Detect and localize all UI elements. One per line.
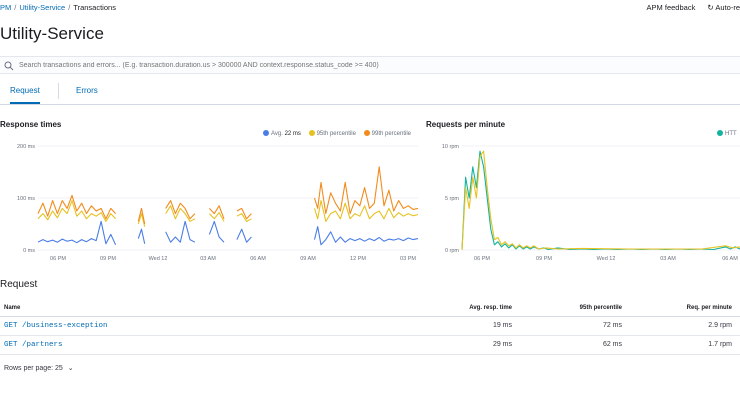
search-input[interactable]: [19, 59, 719, 72]
rows-per-page-label: Rows per page: 25: [4, 365, 63, 372]
series-line-1: [461, 150, 740, 251]
table-row: GET /business-exception 19 ms 72 ms 2.9 …: [0, 316, 740, 336]
series-line-0: [313, 226, 419, 246]
x-tick-label: 03 PM: [400, 256, 416, 262]
top-bar: PM / Utility-Service / Transactions APM feed…: [0, 0, 740, 14]
series-line-1: [236, 213, 252, 222]
x-tick-label: Wed 12: [149, 256, 168, 262]
response-times-legend: Avg. 22 ms 95th percentile 99th percenti…: [257, 130, 411, 137]
col-rpm-header[interactable]: Req. per minute: [630, 301, 740, 317]
rows-per-page-button[interactable]: Rows per page: 25 ⌄: [4, 364, 74, 372]
y-tick-label: 100 ms: [17, 196, 35, 202]
legend-label: Avg.: [271, 131, 283, 137]
y-tick-label: 10 rpm: [442, 144, 460, 150]
series-line-1: [137, 213, 146, 227]
x-tick-label: 09 PM: [536, 256, 552, 262]
legend-dot: [363, 130, 370, 136]
x-tick-label: 06 PM: [474, 256, 490, 262]
transactions-table: Name Avg. resp. time 95th percentile Req…: [0, 301, 740, 355]
table-header-row: Name Avg. resp. time 95th percentile Req…: [0, 301, 740, 317]
x-tick-label: 06 AM: [250, 256, 266, 262]
tab-request[interactable]: Request: [10, 86, 40, 104]
breadcrumb: PM / Utility-Service / Transactions: [0, 3, 116, 12]
breadcrumb-apm[interactable]: PM: [0, 3, 12, 12]
legend-item-95th[interactable]: 95th percentile: [303, 130, 356, 137]
legend-item-avg[interactable]: Avg. 22 ms: [257, 130, 301, 137]
breadcrumb-separator: /: [68, 3, 71, 12]
series-line-1: [37, 200, 117, 222]
rpm-legend: HTT: [711, 130, 737, 137]
x-tick-label: Wed 12: [597, 256, 616, 262]
p95-value: 72 ms: [520, 316, 630, 336]
page-title: Utility-Service: [0, 24, 104, 43]
p95-value: 62 ms: [520, 335, 630, 355]
legend-dot: [717, 130, 723, 136]
transaction-name-link[interactable]: GET /business-exception: [0, 316, 410, 336]
legend-label: 99th percentile: [371, 131, 412, 137]
response-times-title: Response times: [0, 120, 62, 129]
breadcrumb-service[interactable]: Utility-Service: [19, 3, 66, 12]
series-line-1: [313, 200, 419, 222]
series-line-0: [165, 220, 196, 243]
legend-label: HTT: [725, 131, 737, 137]
x-tick-label: 06 AM: [722, 256, 738, 262]
series-line-2: [313, 166, 419, 215]
request-section-title: Request: [0, 279, 38, 290]
rpm-chart: 10 rpm 5 rpm 0 rpm 06 PM 09 PM Wed 12 03 AM 06 …: [442, 144, 740, 262]
series-line-1: [208, 212, 225, 222]
breadcrumb-separator: /: [14, 3, 17, 12]
series-line-2: [137, 207, 146, 225]
x-tick-label: 03 AM: [200, 256, 216, 262]
search-bar: [0, 56, 740, 74]
series-line-0: [137, 228, 146, 244]
tabs: Request Errors: [0, 79, 740, 105]
series-line-0: [37, 220, 117, 246]
apm-feedback-link[interactable]: APM feedback: [646, 3, 696, 12]
rpm-value: 2.9 rpm: [630, 316, 740, 336]
series-line-0: [208, 220, 225, 243]
series-line-2: [208, 205, 225, 219]
search-icon: [4, 61, 14, 71]
tab-errors[interactable]: Errors: [76, 86, 98, 95]
response-times-chart: 200 ms 100 ms 0 ms 06 PM 09 PM Wed 12 03 AM 06 …: [17, 144, 419, 262]
legend-value: 22 ms: [284, 131, 301, 137]
tab-divider: [58, 83, 59, 99]
refresh-icon: ↻: [707, 3, 714, 12]
series-line-0: [461, 150, 740, 251]
legend-dot: [308, 130, 315, 136]
x-tick-label: 03 AM: [660, 256, 676, 262]
x-tick-label: 12 PM: [350, 256, 366, 262]
auto-refresh-label: Auto-re: [715, 3, 740, 12]
legend-dot: [263, 130, 269, 136]
auto-refresh-button[interactable]: ↻ Auto-re: [707, 3, 740, 12]
x-tick-label: 09 PM: [100, 256, 116, 262]
y-tick-label: 5 rpm: [445, 196, 459, 202]
col-name-header[interactable]: Name: [0, 301, 410, 317]
y-tick-label: 0 ms: [23, 248, 35, 254]
rpm-value: 1.7 rpm: [630, 335, 740, 355]
series-line-2: [165, 200, 196, 220]
header-actions: APM feedback ↻ Auto-re: [637, 3, 740, 12]
avg-resp-time: 29 ms: [410, 335, 520, 355]
breadcrumb-current: Transactions: [73, 3, 116, 12]
avg-resp-time: 19 ms: [410, 316, 520, 336]
series-line-0: [236, 228, 252, 243]
rpm-title: Requests per minute: [426, 120, 506, 129]
legend-label: 95th percentile: [316, 131, 356, 137]
col-avg-header[interactable]: Avg. resp. time: [410, 301, 520, 317]
y-tick-label: 0 rpm: [445, 248, 459, 254]
legend-item-http[interactable]: HTT: [711, 130, 737, 137]
transaction-name-link[interactable]: GET /partners: [0, 335, 410, 355]
series-line-2: [236, 207, 252, 220]
table-row: GET /partners 29 ms 62 ms 1.7 rpm: [0, 335, 740, 355]
series-line-1: [165, 205, 196, 222]
x-tick-label: 09 AM: [300, 256, 316, 262]
y-tick-label: 200 ms: [17, 144, 35, 150]
x-tick-label: 06 PM: [50, 256, 66, 262]
legend-item-99th[interactable]: 99th percentile: [358, 130, 412, 137]
col-p95-header[interactable]: 95th percentile: [520, 301, 630, 317]
series-line-2: [37, 194, 117, 220]
chevron-down-icon: ⌄: [67, 365, 74, 372]
